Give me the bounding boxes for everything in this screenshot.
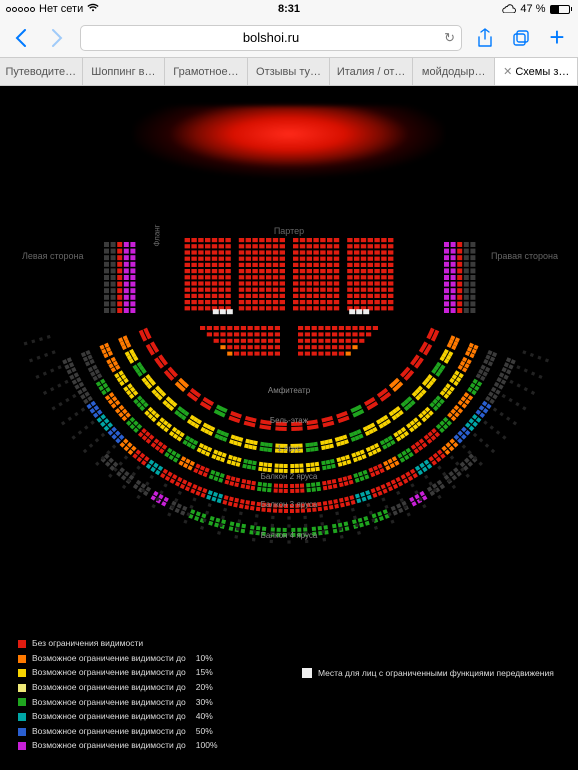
browser-tab[interactable]: Путеводите… bbox=[0, 58, 83, 85]
browser-tab[interactable]: Отзывы ту… bbox=[248, 58, 331, 85]
tabs-button[interactable] bbox=[508, 29, 534, 47]
status-bar: Нет сети 8:31 47 % bbox=[0, 0, 578, 18]
legend-row: Возможное ограничение видимости до 10% bbox=[18, 652, 218, 666]
beletage-label: Бель-этаж bbox=[270, 416, 308, 425]
browser-tab[interactable]: Грамотное… bbox=[165, 58, 248, 85]
legend-pct: 15% bbox=[196, 666, 213, 680]
legend-swatch bbox=[18, 742, 26, 750]
tier1-label: 1 ярус bbox=[277, 444, 300, 453]
legend-row: Без ограничения видимости bbox=[18, 637, 218, 651]
browser-tab[interactable]: Шоппинг в… bbox=[83, 58, 166, 85]
legend-swatch bbox=[18, 655, 26, 663]
browser-tab[interactable]: мойдодыр… bbox=[413, 58, 496, 85]
legend-label: Без ограничения видимости bbox=[32, 637, 143, 651]
legend-swatch bbox=[18, 698, 26, 706]
legend-label: Возможное ограничение видимости до bbox=[32, 739, 186, 753]
browser-toolbar: bolshoi.ru ↻ + bbox=[0, 18, 578, 58]
legend-label: Возможное ограничение видимости до bbox=[32, 666, 186, 680]
legend-pct: 10% bbox=[196, 652, 213, 666]
legend-row: Возможное ограничение видимости до 100% bbox=[18, 739, 218, 753]
legend-row: Возможное ограничение видимости до 15% bbox=[18, 666, 218, 680]
new-tab-button[interactable]: + bbox=[544, 22, 570, 53]
tab-strip: Путеводите… Шоппинг в… Грамотное… Отзывы ту… bbox=[0, 58, 578, 86]
close-tab-icon[interactable]: ✕ bbox=[503, 65, 512, 78]
legend-swatch bbox=[18, 728, 26, 736]
legend-swatch bbox=[18, 713, 26, 721]
tab-label: мойдодыр… bbox=[422, 66, 486, 78]
legend-label: Возможное ограничение видимости до bbox=[32, 710, 186, 724]
forward-button[interactable] bbox=[44, 29, 70, 47]
legend-pct: 40% bbox=[196, 710, 213, 724]
battery-icon bbox=[550, 5, 573, 14]
legend-label: Возможное ограничение видимости до bbox=[32, 696, 186, 710]
legend: Без ограничения видимостиВозможное огран… bbox=[18, 637, 218, 754]
wifi-icon bbox=[87, 3, 99, 15]
tab-label: Путеводите… bbox=[5, 66, 76, 78]
legend-label: Возможное ограничение видимости до bbox=[32, 652, 186, 666]
reload-icon[interactable]: ↻ bbox=[444, 30, 455, 46]
tab-label: Шоппинг в… bbox=[91, 66, 155, 78]
icloud-sync-icon bbox=[502, 3, 516, 16]
tab-label: Схемы з… bbox=[515, 66, 569, 78]
amphitheatre-label: Амфитеатр bbox=[268, 386, 310, 395]
share-button[interactable] bbox=[472, 28, 498, 48]
legend-swatch bbox=[18, 669, 26, 677]
legend-label: Возможное ограничение видимости до bbox=[32, 681, 186, 695]
legend-pct: 20% bbox=[196, 681, 213, 695]
legend-row: Возможное ограничение видимости до 30% bbox=[18, 696, 218, 710]
legend-pct: 50% bbox=[196, 725, 213, 739]
legend-row: Возможное ограничение видимости до 20% bbox=[18, 681, 218, 695]
legend-row: Возможное ограничение видимости до 50% bbox=[18, 725, 218, 739]
balcony2-label: Балкон 2 яруса bbox=[261, 472, 318, 481]
signal-dots-icon bbox=[6, 7, 35, 12]
tab-label: Италия / от… bbox=[337, 66, 406, 78]
tab-label: Грамотное… bbox=[173, 66, 238, 78]
url-field[interactable]: bolshoi.ru ↻ bbox=[80, 25, 462, 51]
browser-tab[interactable]: ✕Схемы з… bbox=[495, 58, 578, 85]
tab-label: Отзывы ту… bbox=[256, 66, 321, 78]
browser-tab[interactable]: Италия / от… bbox=[330, 58, 413, 85]
legend-pct: 100% bbox=[196, 739, 218, 753]
battery-pct-text: 47 % bbox=[520, 3, 545, 15]
balcony3-label: Балкон 3 яруса bbox=[261, 500, 318, 509]
back-button[interactable] bbox=[8, 29, 34, 47]
carrier-text: Нет сети bbox=[39, 3, 83, 15]
legend-label: Возможное ограничение видимости до bbox=[32, 725, 186, 739]
legend-pct: 30% bbox=[196, 696, 213, 710]
url-text: bolshoi.ru bbox=[243, 30, 299, 45]
legend-row: Возможное ограничение видимости до 40% bbox=[18, 710, 218, 724]
legend-swatch bbox=[18, 640, 26, 648]
accessibility-note: Места для лиц с ограниченными функциями … bbox=[302, 668, 564, 678]
wheelchair-icon bbox=[302, 668, 312, 678]
accessibility-text: Места для лиц с ограниченными функциями … bbox=[318, 668, 554, 678]
legend-swatch bbox=[18, 684, 26, 692]
clock-text: 8:31 bbox=[278, 3, 300, 15]
balcony4-label: Балкон 4 яруса bbox=[261, 531, 318, 540]
page-content: Левая сторона Правая сторона Партер Флан… bbox=[0, 86, 578, 770]
